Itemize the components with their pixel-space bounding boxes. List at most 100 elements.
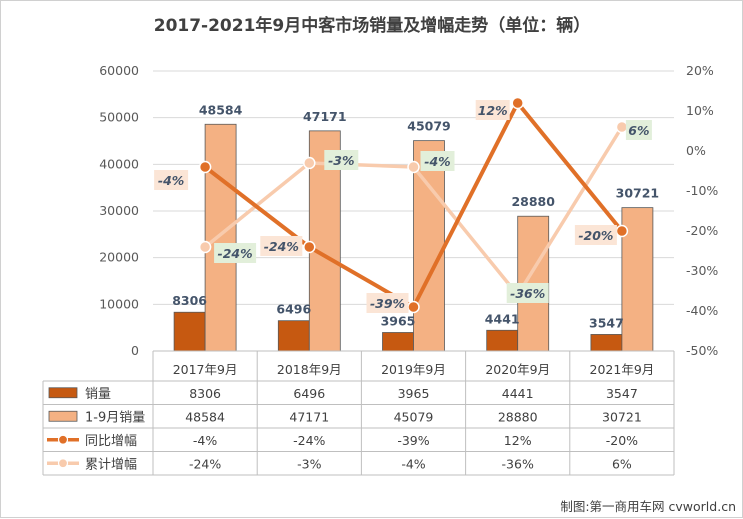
right-tick-label: 10% [686,103,714,118]
yoy-growth-line-point [511,96,524,110]
right-tick-label: 0% [686,143,706,158]
legend-series-name: 1-9月销量 [85,410,145,425]
percent-label-text: -24% [218,246,253,261]
yoy-growth-line-point [615,224,629,238]
bar-sales [590,334,623,352]
table-cell: -3% [297,456,321,471]
cumulative-growth-line-point [303,156,316,170]
right-axis-ticks: -50% -40% -30% -20% -10% 0% 10% 20% [686,63,718,358]
percent-label: -36% [506,283,549,303]
table-cell: 8306 [189,386,221,401]
percent-label-box [506,283,549,303]
category-label: 2018年9月 [277,362,342,377]
bar-sales [382,332,414,352]
table-cell: 6496 [293,386,325,401]
percent-label: -3% [324,150,359,170]
bar-data-label: 3547 [589,315,624,330]
table-cell: -24% [189,456,221,471]
table-cell: -39% [397,433,429,448]
category-label: 2019年9月 [381,362,446,377]
percent-label: 12% [475,100,510,120]
bar-data-label: 4441 [485,311,520,326]
percent-label-box [420,151,455,171]
table-cell: 45079 [394,409,434,424]
left-tick-label: 30000 [99,203,139,218]
legend-series-name: 累计增幅 [85,457,137,472]
left-tick-label: 40000 [99,156,139,171]
table-cell: -20% [606,433,638,448]
yoy-growth-line-point [198,160,212,174]
left-tick-label: 60000 [99,63,139,78]
category-label: 2021年9月 [590,362,655,377]
percent-label-text: -39% [370,296,405,311]
bar-data-label: 48584 [199,102,243,117]
percent-label-text: -24% [264,239,299,254]
table-cell: 28880 [498,409,538,424]
percent-label-text: 12% [478,103,508,118]
cumulative-growth-line-point [407,160,420,174]
table-cell: 3547 [606,386,638,401]
source-credit: 制图:第一商用车网 cvworld.cn [560,499,736,514]
bar-data-label: 30721 [616,186,660,201]
percent-label-box [475,100,510,120]
bar-data-label: 3965 [381,313,416,328]
legend-swatch-marker [57,458,69,469]
percent-label-text: -4% [158,173,184,188]
cumulative-growth-line-point [615,120,629,134]
table-cell: -4% [401,456,425,471]
table-cell: 30721 [602,409,642,424]
percent-label: -24% [214,243,257,263]
line-series: -4% -24% -39% 12% -20% -24% -3% -4% -36% 6% [154,96,652,314]
left-axis-ticks: 0 10000 20000 30000 40000 50000 60000 [99,63,139,358]
right-tick-label: -20% [686,223,718,238]
table-cell: 48584 [185,409,225,424]
percent-label-box [260,236,303,256]
right-tick-label: -50% [686,343,718,358]
bar-data-label: 6496 [276,302,311,317]
table-cell: -36% [502,456,534,471]
cumulative-growth-line-point [198,240,212,254]
percent-label: 6% [625,120,652,140]
right-tick-label: -10% [686,183,718,198]
table-cell: 6% [612,456,632,471]
percent-label-text: -36% [510,286,545,301]
bar-data-label: 47171 [303,109,347,124]
percent-label: -4% [420,151,455,171]
percent-label-box [625,120,652,140]
percent-label-box [214,243,257,263]
bar-sales [486,329,519,352]
percent-label: -4% [154,170,189,190]
bar-ytd-sales [413,140,445,352]
table-cell: 12% [504,433,532,448]
bar-data-label: 8306 [172,293,207,308]
right-tick-label: 20% [686,63,714,78]
percent-label: -20% [574,225,617,245]
legend-swatch-marker [57,434,69,445]
category-label: 2017年9月 [173,362,238,377]
left-tick-label: 20000 [99,250,139,265]
percent-label: -24% [260,236,303,256]
percent-label: -39% [366,293,409,313]
legend-swatch [48,387,78,399]
percent-label-box [366,293,409,313]
percent-label-text: -3% [328,153,354,168]
right-tick-label: -30% [686,263,718,278]
yoy-growth-line-point [303,240,316,254]
table-cell: -24% [293,433,325,448]
percent-label-box [324,150,359,170]
table-cell: -4% [193,433,217,448]
bar-sales [277,320,310,352]
percent-label-box [154,170,189,190]
yoy-growth-line-point [407,300,420,314]
left-tick-label: 0 [131,343,139,358]
category-label: 2020年9月 [485,362,550,377]
bar-ytd-sales [204,123,237,352]
left-tick-label: 50000 [99,110,139,125]
table-cell: 47171 [289,409,329,424]
bar-data-label: 28880 [511,194,555,209]
table-cell: 3965 [398,386,430,401]
legend-series-name: 同比增幅 [85,434,137,449]
